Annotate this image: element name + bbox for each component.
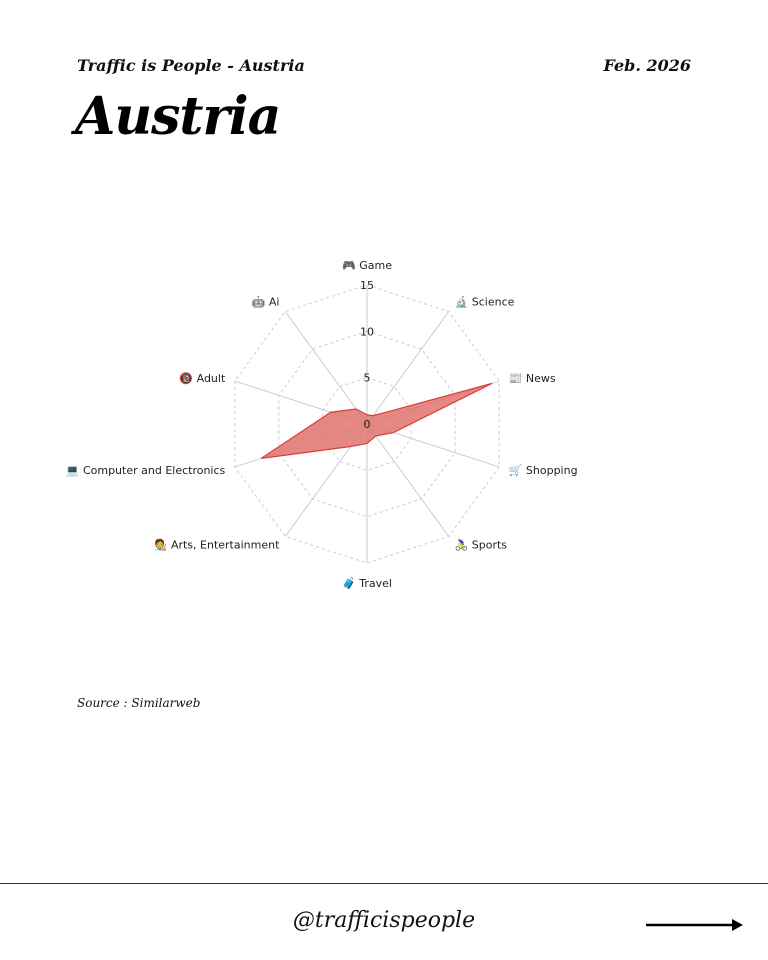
data-series: [260, 382, 493, 459]
grid-spoke: [284, 311, 368, 425]
arrow-right-icon[interactable]: [646, 916, 746, 936]
tick-label: 10: [360, 325, 374, 338]
page-title: Austria: [75, 86, 281, 147]
axis-label: 🔬 Science: [455, 294, 515, 308]
axis-label: 🧳 Travel: [342, 577, 392, 590]
axis-label: 🎮 Game: [342, 259, 392, 272]
grid-spoke: [366, 423, 450, 537]
tick-label: 15: [360, 279, 374, 292]
axis-label: 🔞 Adult: [179, 372, 226, 385]
tick-label: 0: [364, 418, 371, 431]
axis-label: 🤖 Ai: [252, 295, 280, 308]
footer-divider: [0, 883, 768, 884]
tick-label: 5: [364, 372, 371, 385]
social-handle: @trafficispeople: [292, 908, 476, 933]
axis-label: 📰 News: [509, 372, 556, 385]
grid-ring: [234, 284, 500, 564]
grid-spoke: [366, 311, 450, 425]
subtitle: Traffic is People - Austria: [77, 56, 305, 75]
axis-label: 💻 Computer and Electronics: [66, 464, 226, 477]
date: Feb. 2026: [603, 56, 691, 75]
axis-label: 🧑‍🎨 Arts, Entertainment: [154, 538, 280, 552]
source-note: Source : Similarweb: [77, 696, 201, 710]
axis-label: 🛒 Shopping: [509, 464, 578, 477]
axis-label: 🚴‍♀️ Sports: [455, 539, 508, 552]
